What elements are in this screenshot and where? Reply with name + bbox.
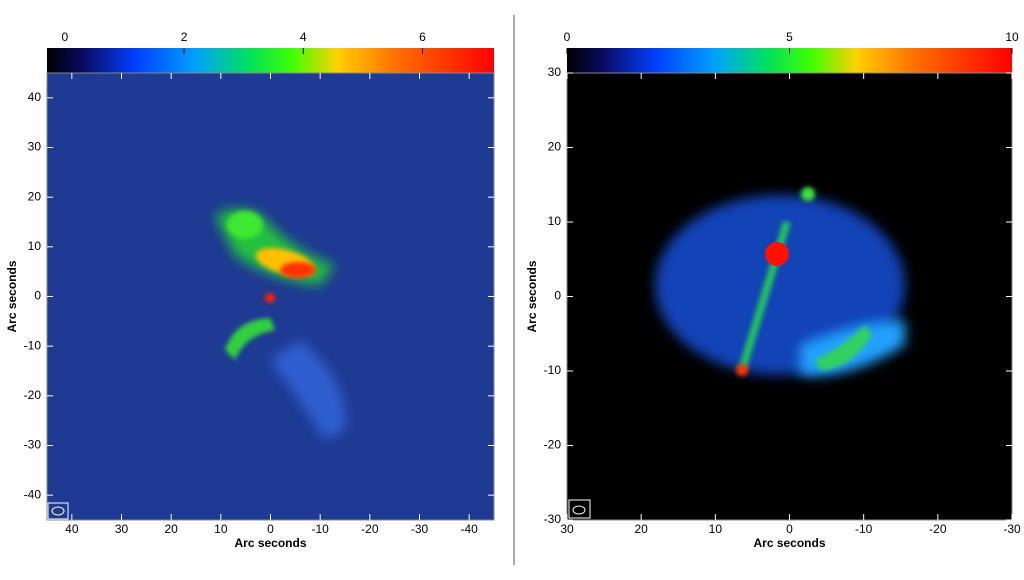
- colorbar: [47, 48, 494, 73]
- x-tick-label: -30: [411, 522, 429, 536]
- y-tick-label: 0: [554, 289, 561, 303]
- colorbar-tick-label: 0: [62, 30, 69, 44]
- y-tick-label: 10: [548, 214, 562, 228]
- x-tick-label: -10: [855, 522, 873, 536]
- x-tick-label: 30: [115, 522, 129, 536]
- y-tick-label: 10: [28, 239, 42, 253]
- colorbar-tick-label: 2: [181, 30, 188, 44]
- y-tick-label: 30: [28, 140, 42, 154]
- radio-image-left: [47, 73, 494, 520]
- colorbar-tick-label: 4: [300, 30, 307, 44]
- y-tick-label: 20: [548, 140, 562, 154]
- x-tick-label: 0: [786, 522, 793, 536]
- x-tick-label: 30: [560, 522, 574, 536]
- x-tick-label: -40: [460, 522, 478, 536]
- x-tick-label: 0: [267, 522, 274, 536]
- y-tick-label: -30: [24, 438, 42, 452]
- x-tick-label: 20: [164, 522, 178, 536]
- x-tick-label: -20: [361, 522, 379, 536]
- y-axis-title: Arc seconds: [5, 260, 19, 332]
- y-tick-label: -20: [24, 388, 42, 402]
- x-tick-label: -20: [929, 522, 947, 536]
- y-tick-label: 40: [28, 90, 42, 104]
- x-tick-label: -10: [311, 522, 329, 536]
- colorbar-tick-label: 10: [1005, 30, 1019, 44]
- x-axis-title: Arc seconds: [753, 536, 825, 550]
- y-tick-label: -10: [544, 363, 562, 377]
- y-tick-label: -10: [24, 338, 42, 352]
- colorbar-tick-label: 0: [564, 30, 571, 44]
- x-tick-label: 40: [65, 522, 79, 536]
- x-tick-label: 10: [709, 522, 723, 536]
- colorbar-tick-label: 6: [419, 30, 426, 44]
- x-tick-label: -30: [1003, 522, 1021, 536]
- y-axis-title: Arc seconds: [525, 260, 539, 332]
- x-axis-title: Arc seconds: [234, 536, 306, 550]
- colorbar-tick-label: 5: [786, 30, 793, 44]
- radio-image-right: [567, 73, 1012, 520]
- y-tick-label: -40: [24, 487, 42, 501]
- y-tick-label: 20: [28, 189, 42, 203]
- x-tick-label: 10: [214, 522, 228, 536]
- y-tick-label: 30: [548, 65, 562, 79]
- y-tick-label: 0: [34, 289, 41, 303]
- x-tick-label: 20: [634, 522, 648, 536]
- y-tick-label: -30: [544, 512, 562, 526]
- y-tick-label: -20: [544, 438, 562, 452]
